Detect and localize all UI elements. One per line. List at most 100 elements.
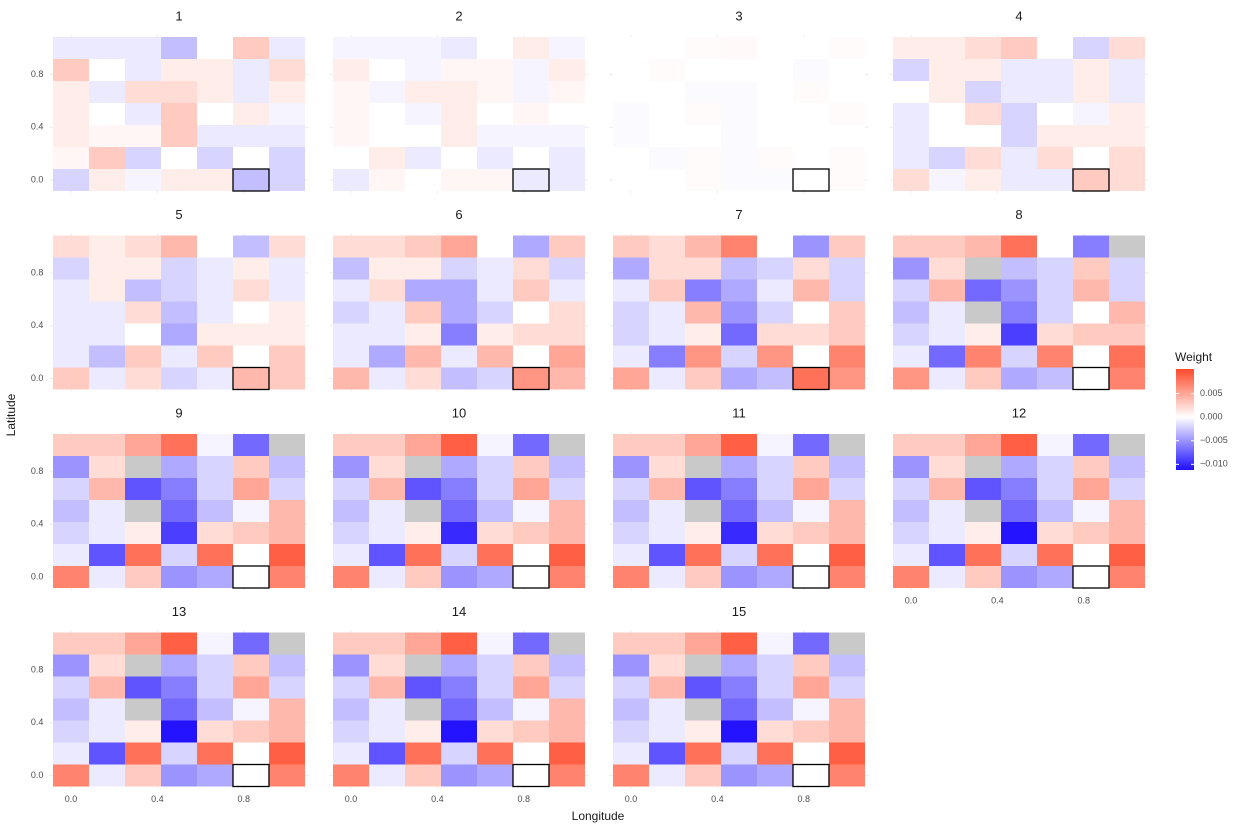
heat-cell [53,654,89,677]
panel-title: 14 [452,604,466,619]
heat-cell [929,279,966,302]
heat-cell [369,522,406,545]
heat-cell [441,323,477,346]
heat-cell [549,367,585,390]
heat-cell [161,235,197,258]
heat-cell [53,742,89,765]
heat-cell [613,279,649,302]
heat-cell [232,146,269,169]
heat-cell [441,500,477,522]
heat-cell [1109,80,1145,103]
heat-cell [197,301,234,324]
heat-cell [477,698,514,721]
heat-cell [161,323,197,346]
highlight-cell [232,366,270,391]
heat-cell [649,345,686,368]
heat-cell [613,345,649,368]
panel-title: 6 [455,207,462,222]
heat-cell [1037,80,1074,103]
heat-cell [89,632,126,655]
heat-cell [1037,125,1074,148]
heat-cell [649,456,686,479]
heat-cell [1072,125,1109,148]
heat-cell [477,676,514,699]
heat-cell [53,323,89,346]
heat-cell [512,676,549,699]
heat-cell [684,257,721,280]
heat-cell [269,698,305,721]
heat-cell [893,125,929,148]
heat-cell [441,146,477,169]
heat-cell [613,59,649,82]
heat-cell [613,566,649,588]
panel: 6 [329,207,589,392]
heat-cell [792,103,829,125]
panel-title: 5 [175,207,182,222]
heat-cell [1037,103,1074,125]
heat-cell [649,279,686,302]
heat-cell [89,279,126,302]
x-tick-label: 0.0 [625,794,638,804]
heat-cell [549,345,585,368]
heat-cell [269,80,305,103]
heat-cell [53,103,89,125]
heat-cell [512,764,549,787]
heat-cell [89,434,126,456]
heat-cell [124,37,161,59]
panel-title: 15 [732,604,746,619]
heat-cell [684,434,721,456]
heat-cell [964,456,1001,479]
heat-cell [1072,37,1109,59]
heat-cell [1001,301,1037,324]
heat-cell [964,543,1001,566]
heat-cell [964,279,1001,302]
heat-cell [197,37,234,59]
heat-cell [649,146,686,169]
heat-cell [232,125,269,148]
x-tick-label: 0.0 [905,596,918,606]
heat-cell [613,434,649,456]
heat-cell [1072,103,1109,125]
heat-cell [161,522,197,545]
heat-cell [1109,522,1145,545]
heat-cell [721,456,757,479]
heat-cell [441,543,477,566]
heat-cell [792,720,829,743]
heat-cell [893,257,929,280]
heat-cell [757,235,794,258]
heat-cell [197,279,234,302]
x-tick-label: 0.0 [345,794,358,804]
heat-cell [477,456,514,479]
heat-cell [269,654,305,677]
heat-cell [124,632,161,655]
heat-cell [1037,522,1074,545]
heat-cell [477,103,514,125]
heat-cell [684,125,721,148]
heat-cell [792,146,829,169]
heat-cell [684,742,721,765]
heat-cell [549,742,585,765]
heat-cell [441,456,477,479]
heat-cell [53,522,89,545]
heat-cell [404,367,441,390]
heat-cell [684,146,721,169]
heat-cell [829,103,865,125]
heat-cell [829,279,865,302]
heat-cell [404,169,441,191]
heat-cell [477,543,514,566]
heat-cell [929,235,966,258]
highlight-cell [792,565,830,589]
heat-cell [792,323,829,346]
heat-cell [1037,279,1074,302]
heat-cell [929,169,966,191]
heat-cell [1001,279,1037,302]
heat-cell [549,323,585,346]
highlight-cell [232,565,270,589]
heat-cell [161,301,197,324]
heat-cell [829,654,865,677]
heat-cell [1109,456,1145,479]
heat-cell [549,235,585,258]
heat-cell [369,103,406,125]
panel: 3 [609,8,869,194]
